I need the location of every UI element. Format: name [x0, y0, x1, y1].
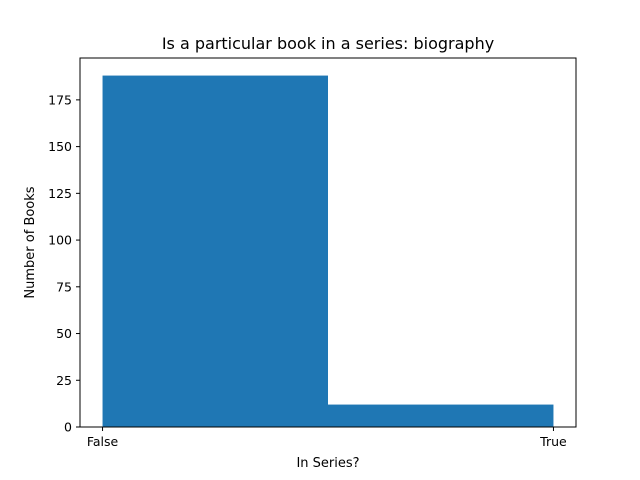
x-tick-label-true: True	[539, 434, 567, 449]
y-tick-label: 150	[48, 139, 72, 154]
y-tick-label: 75	[56, 279, 72, 294]
y-tick-label: 25	[56, 373, 72, 388]
y-tick-label: 175	[48, 92, 72, 107]
y-axis-ticks: 0 25 50 75 100 125 150 175	[48, 92, 80, 435]
y-tick-label: 100	[48, 233, 72, 248]
histogram-bar-2	[328, 404, 554, 427]
x-axis-label: In Series?	[296, 456, 359, 471]
x-tick-label-false: False	[87, 434, 119, 449]
y-tick-label: 0	[64, 420, 72, 435]
bars-group	[102, 75, 554, 428]
x-axis-ticks: False True	[87, 427, 567, 449]
chart-title: Is a particular book in a series: biogra…	[162, 34, 494, 53]
plot-frame	[79, 57, 577, 428]
y-tick-label: 125	[48, 186, 72, 201]
histogram-bar-1	[102, 75, 328, 428]
y-tick-label: 50	[56, 326, 72, 341]
y-axis-label: Number of Books	[23, 186, 38, 298]
